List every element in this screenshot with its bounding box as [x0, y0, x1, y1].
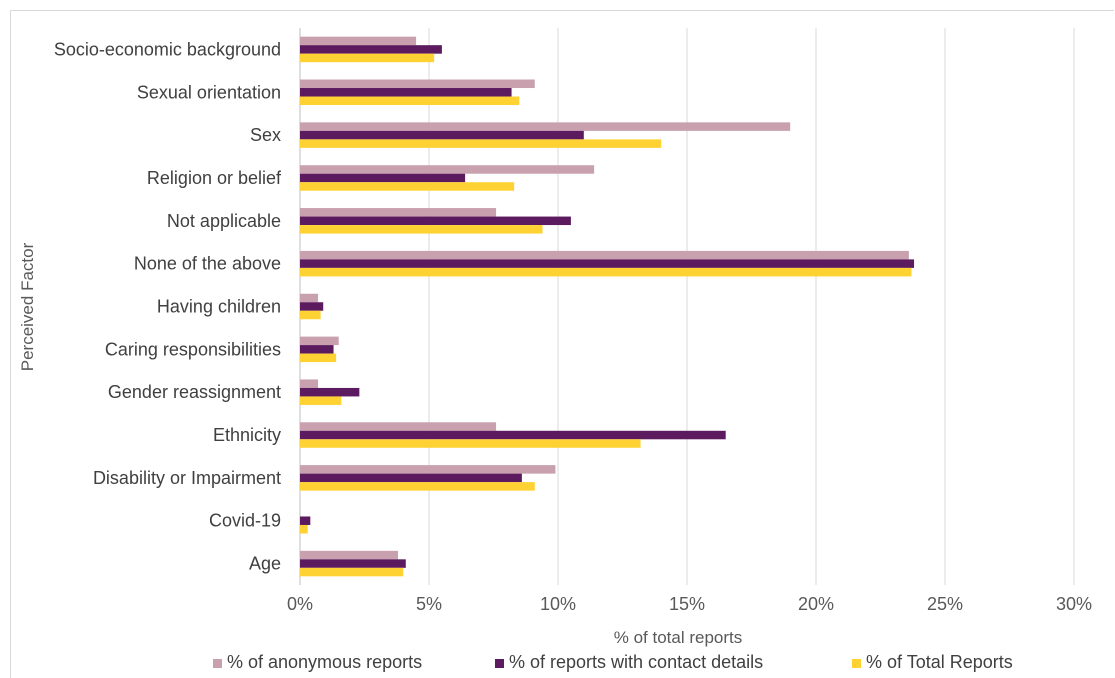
bar-anonymous [300, 379, 319, 388]
bar-anonymous [300, 36, 417, 46]
bar-contact [300, 130, 584, 140]
bar-contact [300, 88, 512, 97]
legend-swatch [213, 659, 222, 668]
bar-contact [300, 430, 726, 440]
bars [300, 36, 915, 577]
x-tick-labels: 0% 5% 10% 15% 20% 25% 30% [287, 594, 1092, 614]
x-tick-label: 5% [416, 594, 442, 614]
category-label: Ethnicity [213, 425, 281, 445]
bar-anonymous [300, 122, 791, 131]
y-axis-title: Perceived Factor [18, 242, 37, 371]
bar-contact [300, 45, 442, 54]
legend: % of anonymous reports % of reports with … [213, 652, 1013, 672]
x-axis-title: % of total reports [614, 628, 743, 647]
category-label: Sex [250, 125, 281, 145]
x-tick-label: 30% [1056, 594, 1092, 614]
bar-anonymous [300, 293, 319, 303]
legend-label: % of anonymous reports [227, 652, 422, 672]
legend-label: % of Total Reports [866, 652, 1013, 672]
bar-total [300, 310, 321, 320]
legend-swatch [852, 659, 861, 668]
bar-total [300, 524, 308, 534]
x-tick-label: 10% [540, 594, 576, 614]
bar-total [300, 139, 662, 148]
bar-anonymous [300, 465, 556, 474]
chart-frame [10, 10, 1114, 678]
category-label: Religion or belief [147, 168, 282, 188]
bar-contact [300, 173, 466, 183]
bar-contact [300, 473, 522, 483]
bar-total [300, 482, 535, 491]
bar-total [300, 396, 342, 405]
bar-total [300, 439, 641, 448]
bar-contact [300, 516, 311, 525]
bar-anonymous [300, 79, 535, 89]
bar-contact [300, 302, 324, 311]
legend-label: % of reports with contact details [509, 652, 763, 672]
bar-anonymous [300, 550, 399, 560]
category-label: Gender reassignment [108, 382, 281, 402]
x-tick-label: 20% [798, 594, 834, 614]
bar-total [300, 567, 404, 577]
category-label: Socio-economic background [54, 39, 281, 59]
gridlines [299, 28, 1075, 585]
bar-contact [300, 345, 334, 354]
bar-total [300, 182, 515, 191]
bar-anonymous [300, 336, 339, 346]
category-label: None of the above [134, 254, 281, 274]
bar-total [300, 353, 337, 363]
bar-contact [300, 216, 571, 226]
category-label: Caring responsibilities [105, 339, 281, 359]
bar-contact [300, 559, 406, 568]
category-label: Not applicable [167, 211, 281, 231]
bar-total [300, 267, 912, 277]
x-tick-label: 15% [669, 594, 705, 614]
bar-contact [300, 387, 360, 397]
category-label: Age [249, 554, 281, 574]
legend-swatch [495, 659, 504, 668]
category-label: Covid-19 [209, 511, 281, 531]
category-label: Disability or Impairment [93, 468, 281, 488]
bar-total [300, 225, 543, 234]
bar-total [300, 96, 520, 106]
bar-contact [300, 259, 915, 268]
bar-anonymous [300, 250, 909, 260]
bar-anonymous [300, 422, 497, 431]
bar-anonymous [300, 208, 497, 217]
bar-anonymous [300, 165, 595, 174]
x-tick-label: 0% [287, 594, 313, 614]
category-labels: Socio-economic background Sexual orientat… [54, 39, 282, 573]
bar-total [300, 53, 435, 63]
x-tick-label: 25% [927, 594, 963, 614]
category-label: Sexual orientation [137, 82, 281, 102]
category-label: Having children [157, 297, 281, 317]
